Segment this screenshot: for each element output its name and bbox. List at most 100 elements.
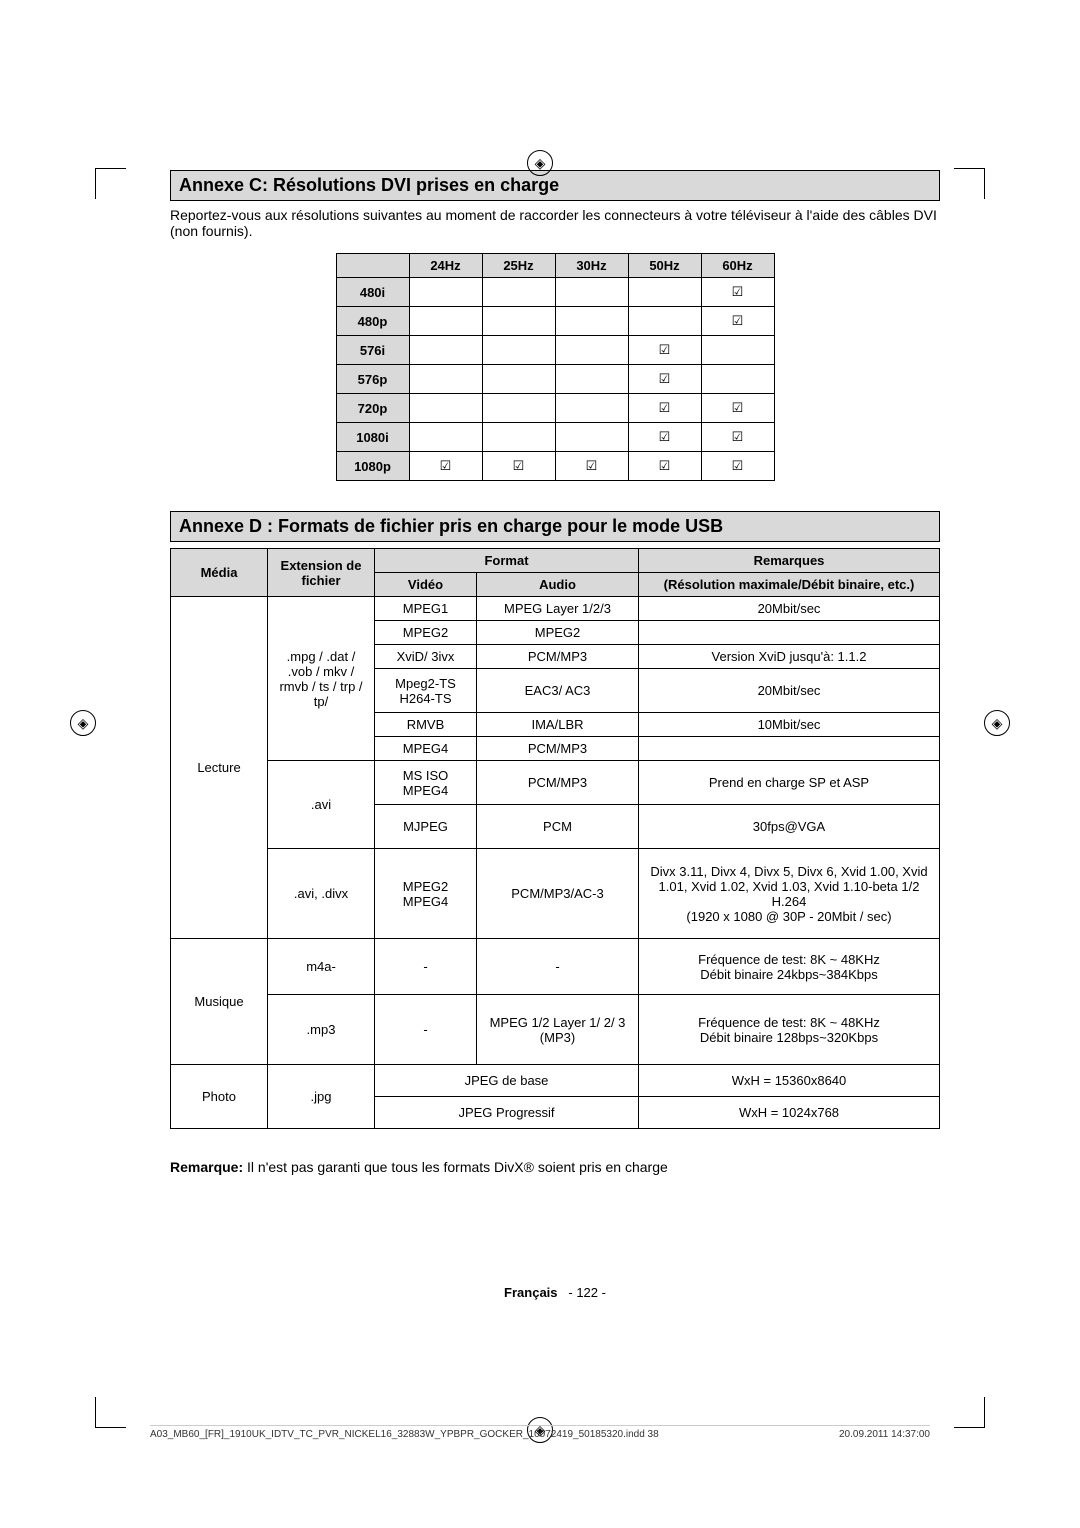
- cell: ☑: [628, 394, 701, 423]
- registration-mark-icon: [984, 710, 1010, 736]
- cell: -: [477, 939, 639, 995]
- cell: MJPEG: [375, 805, 477, 849]
- note-label: Remarque:: [170, 1159, 243, 1175]
- hdr-format: Format: [375, 549, 639, 573]
- cell: ☑: [628, 336, 701, 365]
- table-row: Photo .jpg JPEG de base WxH = 15360x8640: [171, 1065, 940, 1097]
- ext-m4a: m4a-: [268, 939, 375, 995]
- cell: [555, 423, 628, 452]
- registration-mark-icon: [70, 710, 96, 736]
- cell: [482, 336, 555, 365]
- usb-formats-table: Média Extension de fichier Format Remarq…: [170, 548, 940, 1129]
- cell: [409, 278, 482, 307]
- cell: ☑: [701, 423, 774, 452]
- cell: [555, 307, 628, 336]
- cell: ☑: [482, 452, 555, 481]
- cell: [639, 621, 940, 645]
- cell: [482, 365, 555, 394]
- table-row: Lecture .mpg / .dat / .vob / mkv / rmvb …: [171, 597, 940, 621]
- cell: ☑: [628, 365, 701, 394]
- cell: WxH = 1024x768: [639, 1097, 940, 1129]
- cell: [482, 278, 555, 307]
- hdr-remarks: Remarques: [639, 549, 940, 573]
- table-corner: [336, 254, 409, 278]
- col-25hz: 25Hz: [482, 254, 555, 278]
- hdr-ext: Extension de fichier: [268, 549, 375, 597]
- cell: 20Mbit/sec: [639, 597, 940, 621]
- doc-info-line: A03_MB60_[FR]_1910UK_IDTV_TC_PVR_NICKEL1…: [150, 1425, 930, 1440]
- cell: [482, 394, 555, 423]
- ext-mp3: .mp3: [268, 995, 375, 1065]
- cell: ☑: [701, 394, 774, 423]
- cell: -: [375, 995, 477, 1065]
- media-photo: Photo: [171, 1065, 268, 1129]
- col-50hz: 50Hz: [628, 254, 701, 278]
- cell: PCM: [477, 805, 639, 849]
- annex-d-title: Annexe D : Formats de fichier pris en ch…: [170, 511, 940, 542]
- hdr-video: Vidéo: [375, 573, 477, 597]
- cell: 10Mbit/sec: [639, 713, 940, 737]
- cell: [701, 365, 774, 394]
- cell: Version XviD jusqu'à: 1.1.2: [639, 645, 940, 669]
- media-lecture: Lecture: [171, 597, 268, 939]
- ext-lecture-2: .avi: [268, 761, 375, 849]
- cell: WxH = 15360x8640: [639, 1065, 940, 1097]
- cell: [555, 278, 628, 307]
- row-label: 576i: [336, 336, 409, 365]
- cell: XviD/ 3ivx: [375, 645, 477, 669]
- cell: [639, 737, 940, 761]
- cell: ☑: [628, 423, 701, 452]
- cell: PCM/MP3: [477, 761, 639, 805]
- footer-lang: Français: [504, 1285, 557, 1300]
- ext-lecture-1: .mpg / .dat / .vob / mkv / rmvb / ts / t…: [268, 597, 375, 761]
- table-row: 1080p☑☑☑☑☑: [336, 452, 774, 481]
- col-30hz: 30Hz: [555, 254, 628, 278]
- cell: [555, 365, 628, 394]
- ext-jpg: .jpg: [268, 1065, 375, 1129]
- crop-mark-bl: [95, 1397, 126, 1428]
- cell: [555, 336, 628, 365]
- cell: JPEG Progressif: [375, 1097, 639, 1129]
- cell: 30fps@VGA: [639, 805, 940, 849]
- cell: ☑: [701, 278, 774, 307]
- table-row: 576p ☑: [336, 365, 774, 394]
- cell: [628, 278, 701, 307]
- cell: Fréquence de test: 8K ~ 48KHz Débit bina…: [639, 995, 940, 1065]
- table-row: .mp3 - MPEG 1/2 Layer 1/ 2/ 3 (MP3) Fréq…: [171, 995, 940, 1065]
- cell: IMA/LBR: [477, 713, 639, 737]
- table-row: 720p☑☑: [336, 394, 774, 423]
- hdr-media: Média: [171, 549, 268, 597]
- cell: [482, 307, 555, 336]
- cell: [555, 394, 628, 423]
- cell: [409, 394, 482, 423]
- cell: MPEG2: [477, 621, 639, 645]
- cell: Prend en charge SP et ASP: [639, 761, 940, 805]
- cell: [701, 336, 774, 365]
- row-label: 480i: [336, 278, 409, 307]
- note: Remarque: Il n'est pas garanti que tous …: [170, 1159, 940, 1175]
- row-label: 1080i: [336, 423, 409, 452]
- table-row: .avi, .divx MPEG2 MPEG4 PCM/MP3/AC-3 Div…: [171, 849, 940, 939]
- row-label: 480p: [336, 307, 409, 336]
- cell: MPEG2: [375, 621, 477, 645]
- cell: [482, 423, 555, 452]
- media-musique: Musique: [171, 939, 268, 1065]
- cell: PCM/MP3/AC-3: [477, 849, 639, 939]
- table-row: Musique m4a- - - Fréquence de test: 8K ~…: [171, 939, 940, 995]
- hdr-remarks-sub: (Résolution maximale/Débit binaire, etc.…: [639, 573, 940, 597]
- cell: Fréquence de test: 8K ~ 48KHz Débit bina…: [639, 939, 940, 995]
- col-24hz: 24Hz: [409, 254, 482, 278]
- table-row: 480p☑: [336, 307, 774, 336]
- cell: JPEG de base: [375, 1065, 639, 1097]
- cell: MPEG4: [375, 737, 477, 761]
- cell: ☑: [628, 452, 701, 481]
- footer-page: - 122 -: [568, 1285, 606, 1300]
- row-label: 576p: [336, 365, 409, 394]
- cell: [409, 336, 482, 365]
- cell: PCM/MP3: [477, 645, 639, 669]
- cell: Mpeg2-TS H264-TS: [375, 669, 477, 713]
- cell: MPEG 1/2 Layer 1/ 2/ 3 (MP3): [477, 995, 639, 1065]
- doc-timestamp: 20.09.2011 14:37:00: [839, 1429, 930, 1440]
- doc-filename: A03_MB60_[FR]_1910UK_IDTV_TC_PVR_NICKEL1…: [150, 1429, 659, 1440]
- page-footer: Français - 122 -: [170, 1285, 940, 1300]
